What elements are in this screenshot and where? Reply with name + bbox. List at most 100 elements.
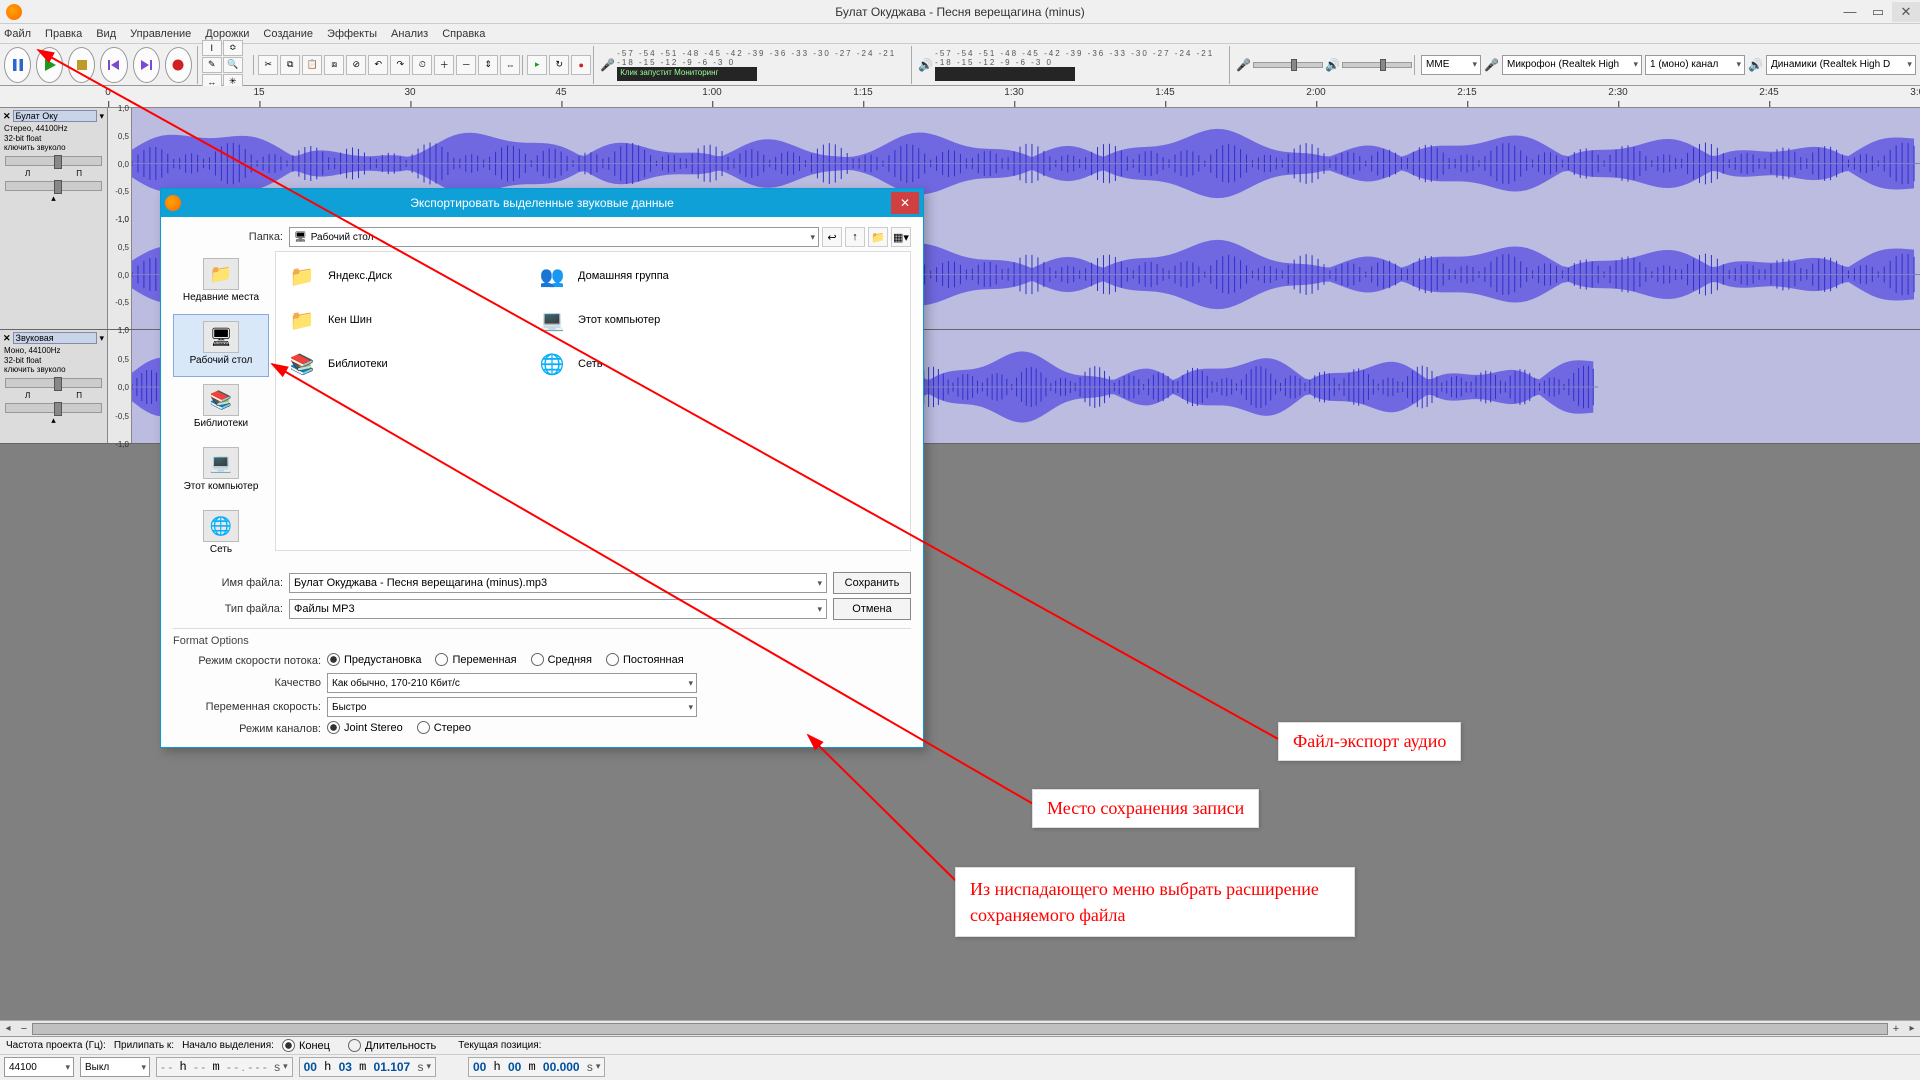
bitrate-mode-radio[interactable]: Средняя — [531, 653, 592, 666]
track-menu[interactable]: ▾ — [99, 333, 104, 344]
silence-tool[interactable]: ⊘ — [346, 55, 366, 75]
zoom-in-tool[interactable]: ＋ — [434, 55, 454, 75]
envelope-tool[interactable]: ≎ — [223, 40, 243, 56]
paste-tool[interactable]: 📋 — [302, 55, 322, 75]
scroll-right-arrow[interactable]: ▸ — [1904, 1023, 1920, 1034]
file-listing[interactable]: 📁Яндекс.Диск 📁Кен Шин 📚Библиотеки 👥Домашняя… — [275, 251, 911, 551]
close-button[interactable]: ✕ — [1892, 2, 1920, 22]
zoom-tool[interactable]: 🔍 — [223, 57, 243, 73]
track-collapse[interactable]: ▴ — [1, 193, 106, 204]
h-scrollbar[interactable]: ◂ − + ▸ — [0, 1020, 1920, 1036]
track-close[interactable]: ✕ — [3, 333, 11, 344]
record-button[interactable] — [165, 47, 192, 83]
menu-edit[interactable]: Правка — [45, 28, 82, 40]
selection-start-time[interactable]: - - h - - m - - . - - - s — [156, 1057, 293, 1077]
timeline-ruler[interactable]: 01530451:001:151:301:452:002:152:302:453… — [108, 86, 1920, 108]
track-name[interactable]: Звуковая — [13, 332, 98, 344]
save-button[interactable]: Сохранить — [833, 572, 911, 594]
zoom-out-end[interactable]: − — [16, 1023, 32, 1035]
sync-lock-tool[interactable]: ⏲ — [412, 55, 432, 75]
host-api-combo[interactable]: MME — [1421, 55, 1481, 75]
places-item[interactable]: 📚Библиотеки — [173, 377, 269, 440]
cancel-button[interactable]: Отмена — [833, 598, 911, 620]
menu-create[interactable]: Создание — [263, 28, 313, 40]
track-name[interactable]: Булат Оку — [13, 110, 98, 122]
menu-analysis[interactable]: Анализ — [391, 28, 428, 40]
loop-play-button[interactable]: ↻ — [549, 55, 569, 75]
playback-meter[interactable]: 🔊 -57 -54 -51 -48 -45 -42 -39 -36 -33 -3… — [911, 46, 1227, 84]
zoom-in-end[interactable]: + — [1888, 1023, 1904, 1035]
view-menu-button[interactable]: ▦▾ — [891, 227, 911, 247]
pan-slider[interactable] — [5, 181, 102, 191]
up-button[interactable]: ↑ — [845, 227, 865, 247]
rec-device-combo[interactable]: Микрофон (Realtek High — [1502, 55, 1642, 75]
copy-tool[interactable]: ⧉ — [280, 55, 300, 75]
rec-vol-slider[interactable] — [1253, 62, 1323, 68]
new-folder-button[interactable]: 📁 — [868, 227, 888, 247]
listing-item[interactable]: 📁Кен Шин — [284, 304, 514, 336]
filetype-combo[interactable]: Файлы MP3 — [289, 599, 827, 619]
bitrate-mode-radio[interactable]: Постоянная — [606, 653, 684, 666]
play-vol-slider[interactable] — [1342, 62, 1412, 68]
menu-view[interactable]: Вид — [96, 28, 116, 40]
vbr-combo[interactable]: Быстро — [327, 697, 697, 717]
maximize-button[interactable]: ▭ — [1864, 2, 1892, 22]
cut-tool[interactable]: ✂ — [258, 55, 278, 75]
menu-tracks[interactable]: Дорожки — [205, 28, 249, 40]
end-radio[interactable]: Конец — [282, 1039, 330, 1052]
snap-combo[interactable]: Выкл — [80, 1057, 150, 1077]
zoom-out-tool[interactable]: － — [456, 55, 476, 75]
scroll-left-arrow[interactable]: ◂ — [0, 1023, 16, 1034]
stop-button[interactable] — [68, 47, 95, 83]
menu-file[interactable]: Файл — [4, 28, 31, 40]
trim-tool[interactable]: ⧈ — [324, 55, 344, 75]
undo-tool[interactable]: ↶ — [368, 55, 388, 75]
gain-slider[interactable] — [5, 378, 102, 388]
gain-slider[interactable] — [5, 156, 102, 166]
play-button[interactable] — [36, 47, 63, 83]
minimize-button[interactable]: — — [1836, 2, 1864, 22]
track-close[interactable]: ✕ — [3, 111, 11, 122]
pause-button[interactable] — [4, 47, 31, 83]
places-item[interactable]: 💻Этот компьютер — [173, 440, 269, 503]
selection-tool[interactable]: I — [202, 40, 222, 56]
quality-combo[interactable]: Как обычно, 170-210 Кбит/с — [327, 673, 697, 693]
length-radio[interactable]: Длительность — [348, 1039, 436, 1052]
recording-meter[interactable]: 🎤 -57 -54 -51 -48 -45 -42 -39 -36 -33 -3… — [593, 46, 909, 84]
fit-project-tool[interactable]: ⇔ — [500, 55, 520, 75]
track-collapse[interactable]: ▴ — [1, 415, 106, 426]
back-button[interactable]: ↩ — [822, 227, 842, 247]
selection-end-time[interactable]: 00 h 03 m 01.107 s — [299, 1057, 436, 1077]
dialog-close-button[interactable]: ✕ — [891, 192, 919, 214]
listing-item[interactable]: 📁Яндекс.Диск — [284, 260, 514, 292]
fit-selection-tool[interactable]: ⇕ — [478, 55, 498, 75]
listing-item[interactable]: 📚Библиотеки — [284, 348, 514, 380]
redo-tool[interactable]: ↷ — [390, 55, 410, 75]
pan-slider[interactable] — [5, 403, 102, 413]
current-pos-time[interactable]: 00 h 00 m 00.000 s — [468, 1057, 605, 1077]
menu-effects[interactable]: Эффекты — [327, 28, 377, 40]
channel-mode-radio[interactable]: Стерео — [417, 721, 471, 734]
dialog-titlebar[interactable]: Экспортировать выделенные звуковые данны… — [161, 189, 923, 217]
menu-help[interactable]: Справка — [442, 28, 485, 40]
skip-start-button[interactable] — [100, 47, 127, 83]
channels-combo[interactable]: 1 (моно) канал — [1645, 55, 1745, 75]
play-device-combo[interactable]: Динамики (Realtek High D — [1766, 55, 1916, 75]
project-rate-combo[interactable]: 44100 — [4, 1057, 74, 1077]
play2-button[interactable]: ▸ — [527, 55, 547, 75]
track-menu[interactable]: ▾ — [99, 111, 104, 122]
skip-end-button[interactable] — [133, 47, 160, 83]
places-item[interactable]: 📁Недавние места — [173, 251, 269, 314]
bitrate-mode-radio[interactable]: Переменная — [435, 653, 516, 666]
places-item[interactable]: 🌐Сеть — [173, 503, 269, 566]
draw-tool[interactable]: ✎ — [202, 57, 222, 73]
channel-mode-radio[interactable]: Joint Stereo — [327, 721, 403, 734]
menu-control[interactable]: Управление — [130, 28, 191, 40]
places-item[interactable]: 🖥Рабочий стол — [173, 314, 269, 377]
listing-item[interactable]: 🌐Сеть — [534, 348, 764, 380]
bitrate-mode-radio[interactable]: Предустановка — [327, 653, 421, 666]
listing-item[interactable]: 👥Домашняя группа — [534, 260, 764, 292]
filename-input[interactable]: Булат Окуджава - Песня верещагина (minus… — [289, 573, 827, 593]
folder-combo[interactable]: 🖥Рабочий стол — [289, 227, 819, 247]
listing-item[interactable]: 💻Этот компьютер — [534, 304, 764, 336]
